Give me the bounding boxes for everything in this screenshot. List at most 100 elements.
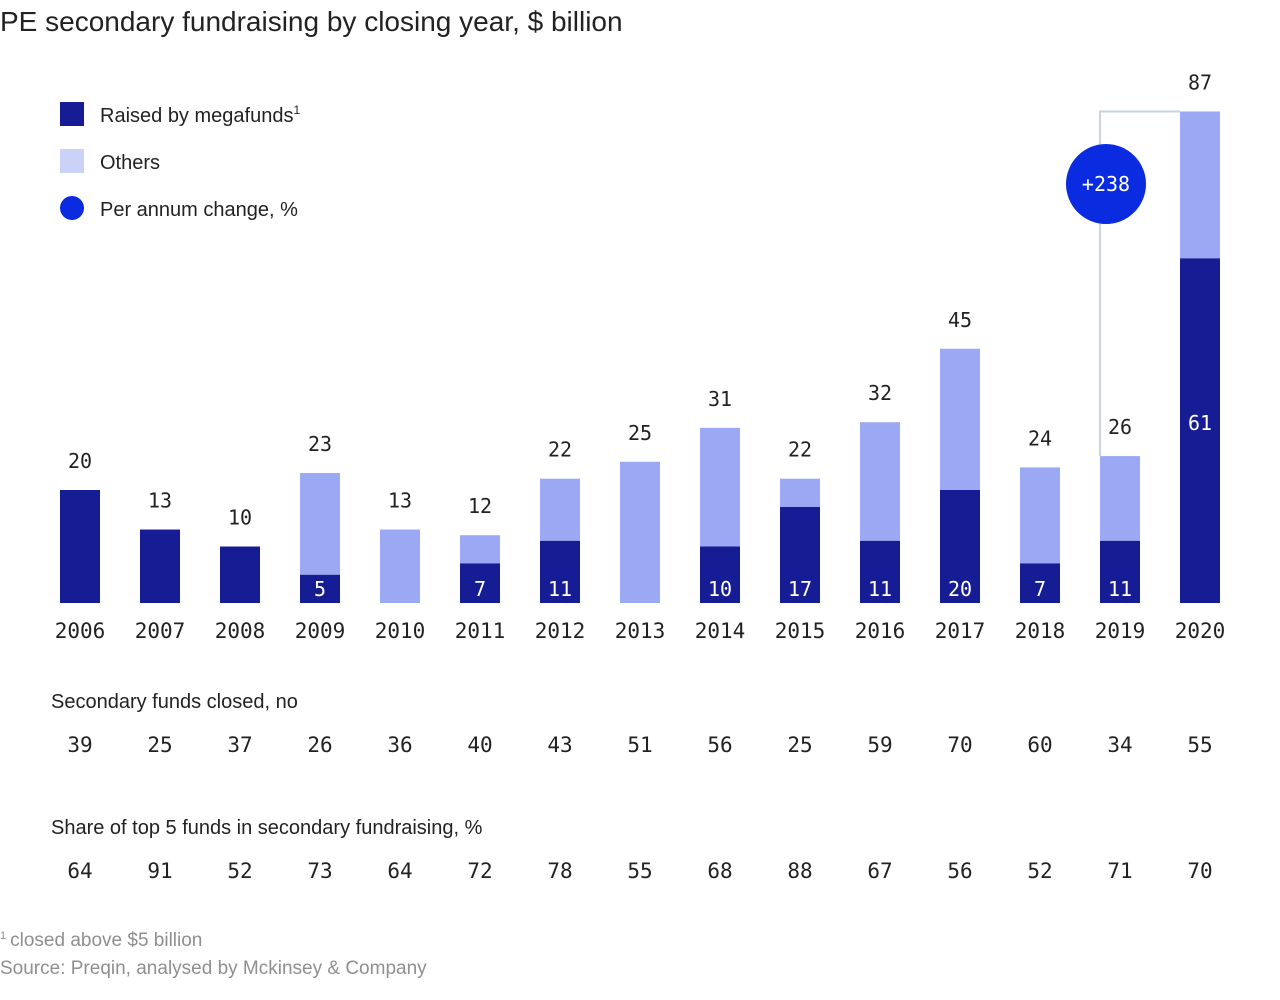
chart-title: PE secondary fundraising by closing year… xyxy=(0,6,623,37)
bar-others-2018 xyxy=(1020,467,1060,564)
total-value-label: 13 xyxy=(148,489,172,513)
bar-megafunds-2018 xyxy=(1020,563,1060,603)
bar-others-2015 xyxy=(780,478,820,507)
top5-share-value: 71 xyxy=(1107,859,1132,883)
total-value-label: 13 xyxy=(388,489,412,513)
total-value-label: 26 xyxy=(1108,415,1132,439)
annotation-group: +238 xyxy=(1066,110,1180,457)
top5-share-value: 91 xyxy=(147,859,172,883)
top5-share-row: 64 91 52 73 64 72 78 55 68 88 67 56 52 71 70 xyxy=(67,859,1212,883)
funds-closed-title: Secondary funds closed, no xyxy=(51,691,298,713)
top5-share-value: 64 xyxy=(387,859,412,883)
total-value-label: 22 xyxy=(548,438,572,462)
top5-share-value: 72 xyxy=(467,859,492,883)
bar-megafunds-2017 xyxy=(940,490,980,603)
top5-share-value: 78 xyxy=(547,859,572,883)
megafund-value-label: 7 xyxy=(474,577,486,601)
bar-megafunds-2009 xyxy=(300,574,340,603)
x-tick-label: 2019 xyxy=(1095,619,1146,643)
bar-megafunds-2011 xyxy=(460,563,500,603)
x-tick-label: 2010 xyxy=(375,619,426,643)
funds-closed-value: 55 xyxy=(1187,733,1212,757)
x-tick-label: 2015 xyxy=(775,619,826,643)
legend-others-label: Others xyxy=(100,152,160,174)
megafund-value-label: 7 xyxy=(1034,577,1046,601)
megafund-value-label: 11 xyxy=(548,577,572,601)
megafund-value-label: 11 xyxy=(868,577,892,601)
funds-closed-value: 34 xyxy=(1107,733,1132,757)
legend: Raised by megafunds1 Others Per annum ch… xyxy=(60,102,300,221)
top5-share-value: 70 xyxy=(1187,859,1212,883)
top5-share-title: Share of top 5 funds in secondary fundra… xyxy=(51,817,483,839)
bar-megafunds-2006 xyxy=(60,490,100,603)
funds-closed-value: 56 xyxy=(707,733,732,757)
total-value-label: 10 xyxy=(228,506,252,530)
funds-closed-value: 70 xyxy=(947,733,972,757)
funds-closed-value: 25 xyxy=(787,733,812,757)
total-value-label: 12 xyxy=(468,494,492,518)
legend-megafunds-label: Raised by megafunds1 xyxy=(100,103,300,127)
x-tick-label: 2007 xyxy=(135,619,186,643)
legend-change-dot xyxy=(60,196,84,220)
legend-others-swatch xyxy=(60,149,84,173)
x-tick-label: 2020 xyxy=(1175,619,1226,643)
funds-closed-value: 59 xyxy=(867,733,892,757)
bar-others-2014 xyxy=(700,427,740,547)
bar-others-2019 xyxy=(1100,456,1140,541)
funds-closed-value: 60 xyxy=(1027,733,1052,757)
change-bubble-label: +238 xyxy=(1082,172,1130,196)
bar-megafunds-2020 xyxy=(1180,258,1220,603)
x-tick-label: 2013 xyxy=(615,619,666,643)
megafund-value-label: 17 xyxy=(788,577,812,601)
footnote-note: 1 closed above $5 billion xyxy=(0,930,202,951)
bar-others-2020 xyxy=(1180,111,1220,259)
bar-others-2012 xyxy=(540,478,580,541)
bar-others-2016 xyxy=(860,422,900,541)
total-value-label: 45 xyxy=(948,308,972,332)
legend-change-label: Per annum change, % xyxy=(100,199,298,221)
x-tick-label: 2017 xyxy=(935,619,986,643)
footnote-source: Source: Preqin, analysed by Mckinsey & C… xyxy=(0,958,427,979)
funds-closed-value: 26 xyxy=(307,733,332,757)
bar-others-2009 xyxy=(300,473,340,575)
change-bubble xyxy=(1066,144,1146,224)
x-tick-label: 2016 xyxy=(855,619,906,643)
megafund-value-label: 11 xyxy=(1108,577,1132,601)
funds-closed-value: 51 xyxy=(627,733,652,757)
total-value-label: 31 xyxy=(708,387,732,411)
change-bracket xyxy=(1099,110,1180,457)
funds-closed-value: 43 xyxy=(547,733,572,757)
x-tick-label: 2018 xyxy=(1015,619,1066,643)
bar-others-2013 xyxy=(620,461,660,603)
total-value-label: 32 xyxy=(868,381,892,405)
top5-share-value: 88 xyxy=(787,859,812,883)
total-value-label: 25 xyxy=(628,421,652,445)
funds-closed-value: 36 xyxy=(387,733,412,757)
bar-megafunds-2019 xyxy=(1100,540,1140,603)
total-value-label: 20 xyxy=(68,449,92,473)
bar-megafunds-2015 xyxy=(780,506,820,603)
megafund-value-label: 10 xyxy=(708,577,732,601)
funds-closed-value: 25 xyxy=(147,733,172,757)
bars-group: 2020061320071020085232009132010712201111… xyxy=(55,70,1226,643)
bar-megafunds-2012 xyxy=(540,540,580,603)
x-tick-label: 2008 xyxy=(215,619,266,643)
x-tick-label: 2011 xyxy=(455,619,506,643)
legend-megafunds-swatch xyxy=(60,102,84,126)
top5-share-value: 73 xyxy=(307,859,332,883)
funds-closed-value: 39 xyxy=(67,733,92,757)
x-tick-label: 2006 xyxy=(55,619,106,643)
total-value-label: 24 xyxy=(1028,426,1052,450)
top5-share-value: 56 xyxy=(947,859,972,883)
top5-share-value: 64 xyxy=(67,859,92,883)
funds-closed-row: 39 25 37 26 36 40 43 51 56 25 59 70 60 34 55 xyxy=(67,733,1212,757)
bar-others-2017 xyxy=(940,348,980,490)
x-tick-label: 2014 xyxy=(695,619,746,643)
x-tick-label: 2009 xyxy=(295,619,346,643)
bar-others-2010 xyxy=(380,529,420,603)
top5-share-value: 52 xyxy=(1027,859,1052,883)
bar-megafunds-2014 xyxy=(700,546,740,603)
total-value-label: 87 xyxy=(1188,70,1212,94)
bar-megafunds-2016 xyxy=(860,540,900,603)
